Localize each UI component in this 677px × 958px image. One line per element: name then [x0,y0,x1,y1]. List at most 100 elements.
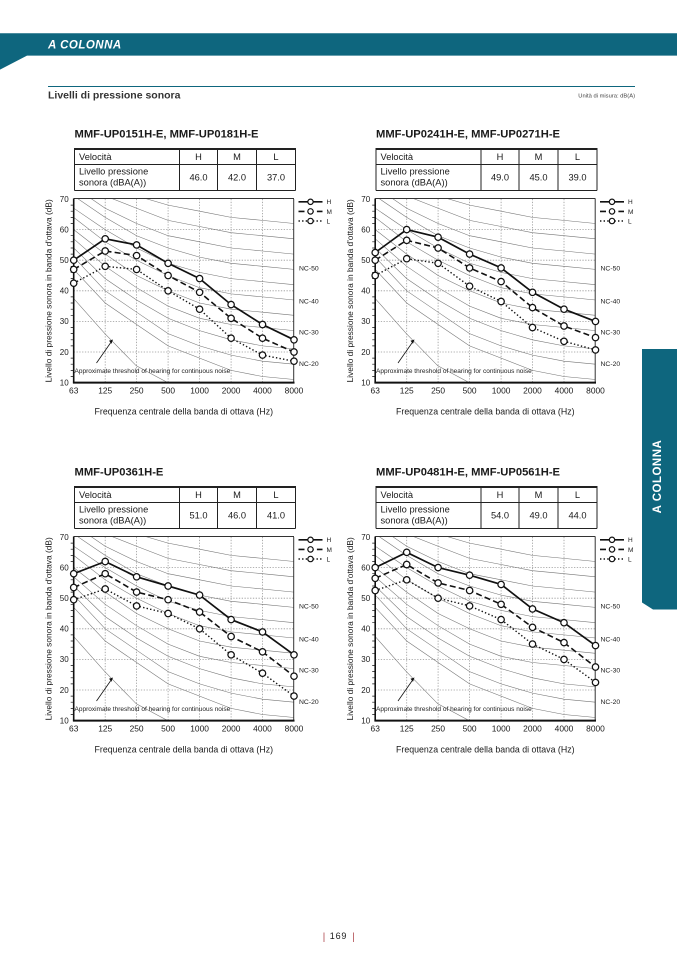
svg-text:169: 169 [330,931,347,941]
svg-text:60: 60 [361,563,370,572]
svg-text:M: M [535,490,543,500]
svg-text:Velocità: Velocità [381,152,414,162]
svg-text:50: 50 [361,594,370,603]
svg-text:A COLONNA: A COLONNA [47,40,122,52]
svg-text:500: 500 [463,385,477,395]
svg-text:Livello pressione: Livello pressione [79,167,148,177]
svg-text:10: 10 [60,378,69,387]
svg-text:4000: 4000 [253,723,272,733]
svg-text:Approximate threshold of heari: Approximate threshold of hearing for con… [376,706,532,713]
svg-text:NC-50: NC-50 [601,266,621,273]
svg-text:63: 63 [371,385,381,395]
svg-text:MMF-UP0481H-E, MMF-UP0561H-E: MMF-UP0481H-E, MMF-UP0561H-E [376,466,561,478]
svg-text:MMF-UP0241H-E, MMF-UP0271H-E: MMF-UP0241H-E, MMF-UP0271H-E [376,128,561,140]
svg-text:NC-20: NC-20 [601,361,621,368]
svg-text:30: 30 [60,655,69,664]
svg-text:1000: 1000 [190,385,209,395]
svg-text:M: M [233,152,241,162]
svg-text:20: 20 [60,348,69,357]
svg-text:Frequenza centrale della banda: Frequenza centrale della banda di ottava… [95,745,274,755]
svg-text:L: L [575,152,580,162]
svg-text:125: 125 [400,723,414,733]
svg-text:M: M [628,209,633,216]
svg-text:Frequenza centrale della banda: Frequenza centrale della banda di ottava… [95,407,274,417]
svg-text:2000: 2000 [523,723,542,733]
svg-text:Frequenza centrale della banda: Frequenza centrale della banda di ottava… [396,745,575,755]
svg-text:20: 20 [361,348,370,357]
svg-text:NC-20: NC-20 [299,699,319,706]
svg-text:NC-30: NC-30 [601,329,621,336]
svg-text:125: 125 [98,723,112,733]
svg-text:4000: 4000 [253,385,272,395]
svg-text:1000: 1000 [492,723,511,733]
svg-text:L: L [628,556,632,563]
svg-text:NC-30: NC-30 [299,667,319,674]
svg-text:H: H [497,490,504,500]
svg-text:49.0: 49.0 [491,173,509,183]
svg-text:L: L [327,556,331,563]
svg-text:A COLONNA: A COLONNA [652,440,664,514]
svg-text:Approximate threshold of heari: Approximate threshold of hearing for con… [376,368,532,375]
svg-text:30: 30 [60,317,69,326]
svg-text:250: 250 [130,385,144,395]
svg-text:250: 250 [431,723,445,733]
svg-text:250: 250 [431,385,445,395]
svg-text:Livello pressione: Livello pressione [79,505,148,515]
svg-text:sonora (dBA(A)): sonora (dBA(A)) [79,516,146,526]
svg-text:L: L [628,218,632,225]
svg-text:42.0: 42.0 [228,173,246,183]
svg-text:Unità di misura: dB(A): Unità di misura: dB(A) [578,94,635,100]
svg-text:50: 50 [361,256,370,265]
svg-text:H: H [628,537,633,544]
svg-text:500: 500 [161,723,175,733]
svg-text:H: H [195,152,202,162]
svg-text:2000: 2000 [222,723,241,733]
svg-text:20: 20 [60,686,69,695]
svg-text:NC-50: NC-50 [299,266,319,273]
svg-text:sonora (dBA(A)): sonora (dBA(A)) [381,178,448,188]
svg-text:Livello di pressione sonora in: Livello di pressione sonora in banda d'o… [345,537,355,720]
svg-text:Velocità: Velocità [381,490,414,500]
svg-text:40: 40 [361,287,370,296]
svg-text:NC-40: NC-40 [601,636,621,643]
svg-text:4000: 4000 [555,385,574,395]
svg-text:H: H [327,199,332,206]
svg-text:Approximate threshold of heari: Approximate threshold of hearing for con… [75,706,231,713]
svg-text:46.0: 46.0 [228,511,246,521]
svg-text:50: 50 [60,256,69,265]
svg-text:39.0: 39.0 [568,173,586,183]
svg-text:30: 30 [361,317,370,326]
svg-text:H: H [628,199,633,206]
svg-text:10: 10 [361,378,370,387]
svg-text:30: 30 [361,655,370,664]
svg-text:49.0: 49.0 [529,511,547,521]
svg-text:MMF-UP0151H-E, MMF-UP0181H-E: MMF-UP0151H-E, MMF-UP0181H-E [75,128,260,140]
svg-text:500: 500 [161,385,175,395]
svg-text:44.0: 44.0 [568,511,586,521]
svg-text:L: L [273,152,278,162]
svg-text:2000: 2000 [222,385,241,395]
svg-text:70: 70 [60,195,69,204]
svg-text:1000: 1000 [492,385,511,395]
svg-text:NC-20: NC-20 [601,699,621,706]
svg-text:4000: 4000 [555,723,574,733]
svg-text:8000: 8000 [586,723,605,733]
svg-text:sonora (dBA(A)): sonora (dBA(A)) [381,516,448,526]
svg-text:M: M [327,209,332,216]
svg-text:NC-40: NC-40 [299,636,319,643]
svg-text:8000: 8000 [285,385,304,395]
svg-text:sonora (dBA(A)): sonora (dBA(A)) [79,178,146,188]
svg-text:10: 10 [361,716,370,725]
svg-text:45.0: 45.0 [529,173,547,183]
svg-text:H: H [195,490,202,500]
svg-text:50: 50 [60,594,69,603]
svg-text:40: 40 [60,625,69,634]
svg-text:NC-30: NC-30 [601,667,621,674]
svg-text:NC-20: NC-20 [299,361,319,368]
svg-text:L: L [575,490,580,500]
svg-text:60: 60 [60,225,69,234]
svg-text:500: 500 [463,723,477,733]
svg-text:Livello di pressione sonora in: Livello di pressione sonora in banda d'o… [43,199,53,382]
svg-text:Frequenza centrale della banda: Frequenza centrale della banda di ottava… [396,407,575,417]
svg-text:Livelli di pressione sonora: Livelli di pressione sonora [48,90,181,102]
